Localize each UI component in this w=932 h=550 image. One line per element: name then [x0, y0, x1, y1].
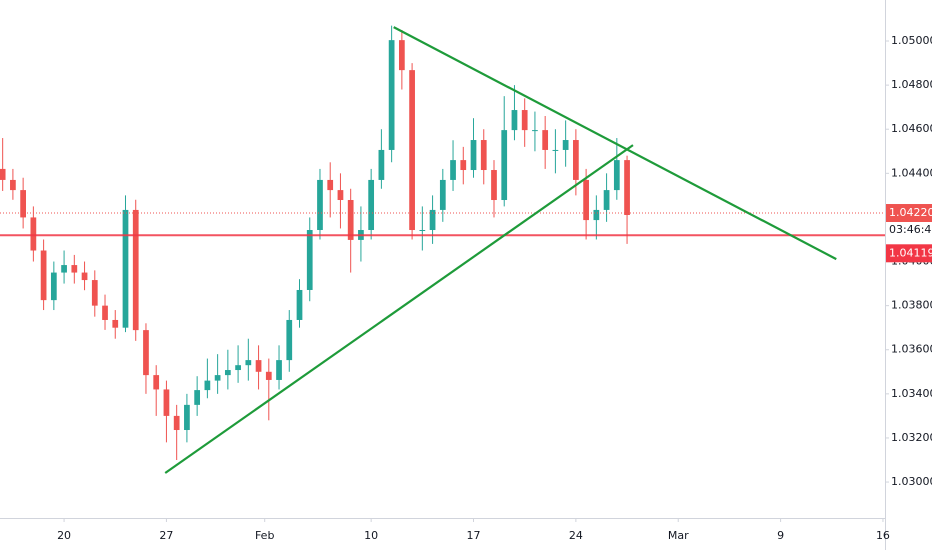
candle-body: [501, 130, 508, 201]
candle-body: [429, 209, 436, 231]
candle-body: [511, 110, 518, 131]
x-tick-label: 20: [57, 529, 71, 542]
x-tick-label: 17: [467, 529, 481, 542]
candle-body: [71, 265, 78, 273]
candle-body: [439, 179, 446, 210]
candle-body: [0, 168, 6, 180]
candle-body: [50, 272, 57, 301]
candle-body: [470, 140, 477, 171]
candle-body: [173, 415, 180, 431]
candle-body: [542, 130, 549, 150]
candle-body: [480, 140, 487, 171]
candle-body: [419, 230, 426, 232]
candle-body: [163, 389, 170, 416]
candle-body: [40, 250, 47, 301]
candle-body: [398, 40, 405, 71]
candle-body: [562, 140, 569, 150]
candle-body: [184, 404, 190, 431]
price-tag-label: 1.04119: [889, 246, 932, 259]
x-tick-label: 10: [364, 529, 378, 542]
candle-body: [214, 375, 221, 381]
y-tick-label: 1.03400: [891, 387, 932, 400]
y-tick-label: 1.04400: [891, 166, 932, 179]
candle-body: [491, 170, 497, 201]
x-tick-label: 24: [569, 529, 583, 542]
countdown: 03:46:49: [889, 223, 932, 236]
candle-body: [143, 330, 149, 376]
candle-body: [265, 371, 272, 380]
y-tick-label: 1.05000: [891, 34, 932, 47]
x-tick-label: Mar: [668, 529, 689, 542]
y-tick-label: 1.03800: [891, 299, 932, 312]
candle-body: [327, 179, 334, 191]
candle-body: [10, 179, 16, 191]
trend-line: [393, 26, 837, 261]
countdown-tag: [886, 222, 932, 238]
candle-body: [224, 370, 231, 376]
candle-body: [552, 149, 559, 151]
candle-body: [613, 160, 620, 191]
x-tick-label: 9: [777, 529, 784, 542]
candle-body: [521, 110, 528, 131]
candle-body: [296, 289, 303, 320]
candle-body: [204, 380, 211, 391]
candle-body: [583, 179, 589, 221]
candle-body: [245, 360, 252, 366]
candle-body: [368, 179, 375, 231]
candle-body: [624, 160, 630, 216]
candle-body: [235, 365, 241, 371]
candle-body: [30, 217, 37, 251]
candle-body: [286, 319, 293, 361]
x-tick-label: 27: [159, 529, 173, 542]
price-tag: [886, 244, 932, 263]
x-tick-label: 16: [876, 529, 890, 542]
candle-body: [102, 305, 108, 320]
candle-body: [460, 160, 467, 171]
candle-body: [388, 40, 395, 150]
y-tick-label: 1.04800: [891, 78, 932, 91]
candle-body: [194, 390, 201, 405]
candle-body: [603, 190, 610, 210]
candle-body: [378, 149, 385, 180]
y-tick-label: 1.03200: [891, 431, 932, 444]
candle-body: [61, 265, 67, 273]
candle-body: [122, 209, 129, 328]
candle-body: [81, 272, 88, 281]
trend-line: [164, 144, 634, 474]
candle-body: [306, 230, 313, 290]
candle-body: [593, 209, 600, 221]
candle-body: [347, 200, 354, 240]
candle-body: [132, 209, 139, 331]
y-tick-label: 1.03600: [891, 343, 932, 356]
candle-body: [91, 280, 98, 306]
candle-body: [112, 319, 119, 328]
candle-body: [337, 190, 344, 201]
candle-body: [532, 130, 538, 132]
price-tag: [886, 204, 932, 223]
candle-body: [409, 70, 415, 231]
candle-body: [255, 360, 262, 372]
candle-body: [153, 375, 160, 390]
candle-body: [20, 190, 26, 218]
candle-body: [450, 160, 456, 180]
candle-body: [573, 140, 579, 180]
y-tick-label: 1.03000: [891, 475, 932, 488]
x-tick-label: Feb: [255, 529, 274, 542]
price-tag-label: 1.04220: [889, 206, 932, 219]
candle-body: [317, 179, 323, 231]
y-tick-label: 1.04600: [891, 122, 932, 135]
candle-body: [276, 360, 282, 380]
